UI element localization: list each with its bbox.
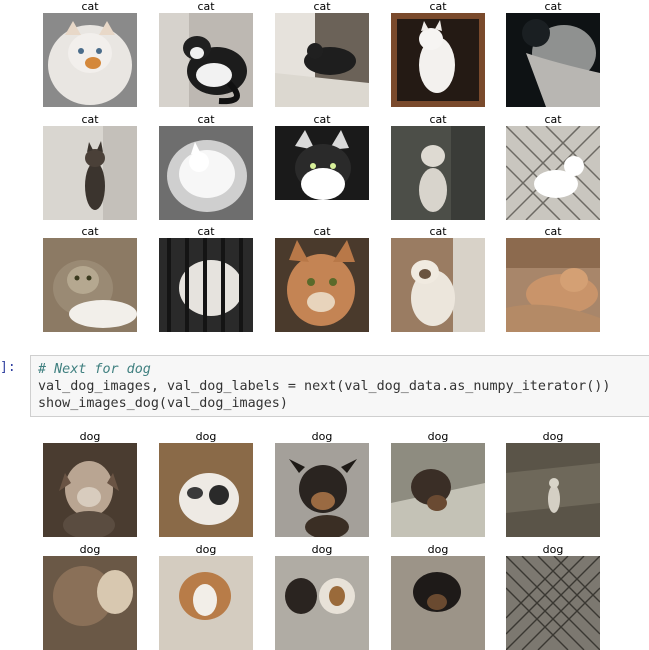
code-comment-line: # Next for dog bbox=[38, 362, 151, 377]
cat-photo bbox=[43, 238, 137, 332]
dog-figure-8: dog bbox=[275, 543, 369, 650]
cat-photo bbox=[275, 126, 369, 220]
cat-photo bbox=[506, 13, 600, 107]
image-label: cat bbox=[81, 225, 99, 238]
cat-photo bbox=[391, 126, 485, 220]
cat-figure-3: cat bbox=[275, 0, 369, 107]
cat-photo bbox=[43, 13, 137, 107]
image-label: cat bbox=[429, 0, 447, 13]
cat-figure-15: cat bbox=[506, 225, 600, 332]
dog-photo bbox=[506, 443, 600, 537]
dog-photo bbox=[43, 556, 137, 650]
image-label: dog bbox=[311, 430, 333, 443]
cat-figure-8: cat bbox=[275, 113, 369, 220]
cat-photo bbox=[275, 13, 369, 107]
dog-photo bbox=[506, 556, 600, 650]
image-label: cat bbox=[544, 225, 562, 238]
dog-photo bbox=[159, 556, 253, 650]
cat-photo bbox=[43, 126, 137, 220]
cat-figure-10: cat bbox=[506, 113, 600, 220]
image-label: dog bbox=[542, 543, 564, 556]
image-label: dog bbox=[311, 543, 333, 556]
dog-figure-5: dog bbox=[506, 430, 600, 537]
dog-photo bbox=[391, 443, 485, 537]
dog-figure-4: dog bbox=[391, 430, 485, 537]
image-label: cat bbox=[197, 225, 215, 238]
image-label: dog bbox=[427, 543, 449, 556]
code-line-assignment: val_dog_images, val_dog_labels = next(va… bbox=[38, 379, 611, 394]
cat-figure-14: cat bbox=[391, 225, 485, 332]
image-label: dog bbox=[79, 430, 101, 443]
image-label: cat bbox=[313, 0, 331, 13]
dog-figure-3: dog bbox=[275, 430, 369, 537]
cat-figure-9: cat bbox=[391, 113, 485, 220]
dog-figure-7: dog bbox=[159, 543, 253, 650]
cat-figure-12: cat bbox=[159, 225, 253, 332]
cat-figure-1: cat bbox=[43, 0, 137, 107]
code-line-call: show_images_dog(val_dog_images) bbox=[38, 396, 288, 411]
image-label: dog bbox=[195, 430, 217, 443]
cat-photo bbox=[391, 238, 485, 332]
image-label: dog bbox=[79, 543, 101, 556]
image-label: cat bbox=[81, 0, 99, 13]
cell-prompt: ]: bbox=[0, 360, 16, 375]
cat-photo bbox=[506, 238, 600, 332]
dog-figure-6: dog bbox=[43, 543, 137, 650]
cat-figure-11: cat bbox=[43, 225, 137, 332]
image-label: dog bbox=[542, 430, 564, 443]
cat-photo bbox=[391, 13, 485, 107]
cat-photo bbox=[159, 126, 253, 220]
dog-photo bbox=[159, 443, 253, 537]
image-label: cat bbox=[313, 225, 331, 238]
cat-photo bbox=[506, 126, 600, 220]
image-label: dog bbox=[427, 430, 449, 443]
dog-photo bbox=[391, 556, 485, 650]
dog-photo bbox=[43, 443, 137, 537]
image-label: cat bbox=[544, 113, 562, 126]
cat-figure-13: cat bbox=[275, 225, 369, 332]
cat-photo bbox=[159, 238, 253, 332]
image-label: cat bbox=[81, 113, 99, 126]
cat-figure-4: cat bbox=[391, 0, 485, 107]
cat-figure-2: cat bbox=[159, 0, 253, 107]
dog-photo bbox=[275, 556, 369, 650]
image-label: cat bbox=[544, 0, 562, 13]
dog-figure-10: dog bbox=[506, 543, 600, 650]
image-label: cat bbox=[429, 113, 447, 126]
cat-figure-5: cat bbox=[506, 0, 600, 107]
cat-photo bbox=[159, 13, 253, 107]
dog-figure-2: dog bbox=[159, 430, 253, 537]
image-label: cat bbox=[197, 113, 215, 126]
image-label: cat bbox=[313, 113, 331, 126]
cat-figure-6: cat bbox=[43, 113, 137, 220]
image-label: dog bbox=[195, 543, 217, 556]
image-label: cat bbox=[197, 0, 215, 13]
code-cell-input[interactable]: # Next for dog val_dog_images, val_dog_l… bbox=[30, 355, 649, 417]
dog-figure-1: dog bbox=[43, 430, 137, 537]
dog-figure-9: dog bbox=[391, 543, 485, 650]
image-label: cat bbox=[429, 225, 447, 238]
cat-photo bbox=[275, 238, 369, 332]
dog-photo bbox=[275, 443, 369, 537]
cat-figure-7: cat bbox=[159, 113, 253, 220]
